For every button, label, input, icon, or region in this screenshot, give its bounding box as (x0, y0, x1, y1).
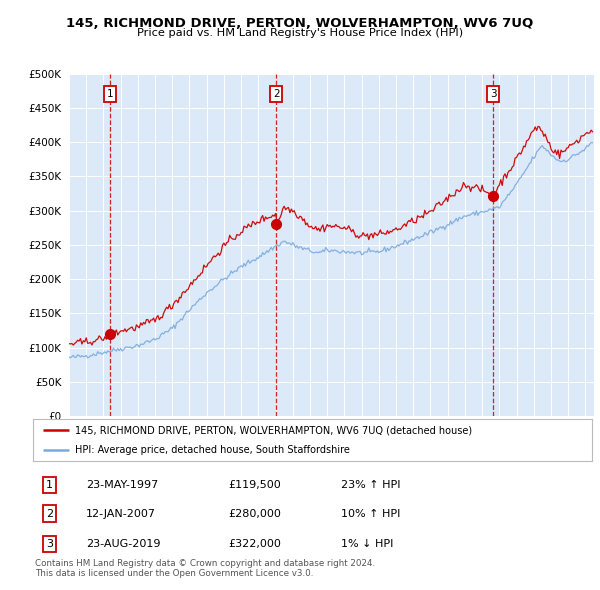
Text: 3: 3 (490, 89, 496, 99)
Text: 3: 3 (46, 539, 53, 549)
Text: 12-JAN-2007: 12-JAN-2007 (86, 509, 156, 519)
Text: 23-AUG-2019: 23-AUG-2019 (86, 539, 161, 549)
Text: 2: 2 (46, 509, 53, 519)
Text: 145, RICHMOND DRIVE, PERTON, WOLVERHAMPTON, WV6 7UQ: 145, RICHMOND DRIVE, PERTON, WOLVERHAMPT… (67, 17, 533, 30)
Text: 23% ↑ HPI: 23% ↑ HPI (341, 480, 400, 490)
Text: Price paid vs. HM Land Registry's House Price Index (HPI): Price paid vs. HM Land Registry's House … (137, 28, 463, 38)
Text: 10% ↑ HPI: 10% ↑ HPI (341, 509, 400, 519)
Text: £280,000: £280,000 (229, 509, 281, 519)
Text: 2: 2 (273, 89, 280, 99)
Text: £119,500: £119,500 (229, 480, 281, 490)
Text: 23-MAY-1997: 23-MAY-1997 (86, 480, 158, 490)
Text: HPI: Average price, detached house, South Staffordshire: HPI: Average price, detached house, Sout… (75, 445, 350, 455)
Text: 1% ↓ HPI: 1% ↓ HPI (341, 539, 393, 549)
Text: 1: 1 (46, 480, 53, 490)
Text: Contains HM Land Registry data © Crown copyright and database right 2024.: Contains HM Land Registry data © Crown c… (35, 559, 375, 568)
Text: This data is licensed under the Open Government Licence v3.0.: This data is licensed under the Open Gov… (35, 569, 313, 578)
Text: 145, RICHMOND DRIVE, PERTON, WOLVERHAMPTON, WV6 7UQ (detached house): 145, RICHMOND DRIVE, PERTON, WOLVERHAMPT… (75, 425, 472, 435)
Text: £322,000: £322,000 (229, 539, 281, 549)
Text: 1: 1 (107, 89, 113, 99)
